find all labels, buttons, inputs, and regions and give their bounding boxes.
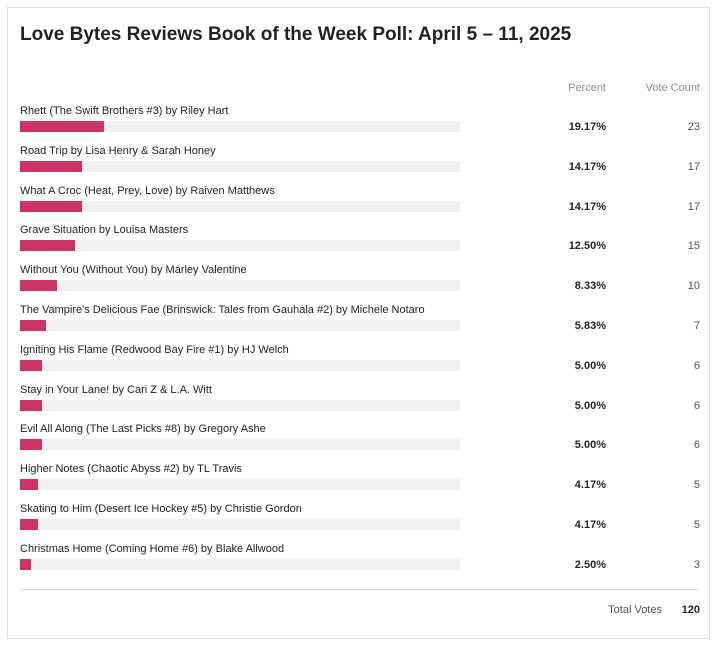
poll-vote-count: 15 [687, 240, 700, 253]
total-votes-value: 120 [681, 604, 700, 616]
poll-answer-row: Road Trip by Lisa Henry & Sarah Honey 14.… [8, 145, 711, 185]
poll-answer-label: Road Trip by Lisa Henry & Sarah Honey [20, 144, 216, 157]
poll-answer-row: Grave Situation by Louisa Masters 12.50% 1… [8, 224, 711, 264]
poll-bar [20, 200, 83, 212]
poll-bar [20, 479, 39, 491]
poll-bar [20, 439, 42, 451]
vote-count-column-header: Vote Count [645, 82, 700, 94]
poll-percent-value: 14.17% [568, 200, 606, 213]
poll-percent-value: 19.17% [568, 121, 606, 133]
poll-answer-label: Rhett (The Swift Brothers #3) by Riley H… [20, 105, 229, 117]
poll-percent-value: 14.17% [568, 160, 606, 173]
total-votes-label: Total Votes [608, 604, 662, 616]
poll-percent-value: 2.50% [574, 558, 606, 571]
poll-vote-count: 3 [693, 558, 700, 571]
poll-bar [20, 280, 57, 292]
poll-answer-label: Evil All Along (The Last Picks #8) by Gr… [20, 423, 266, 436]
poll-percent-value: 5.00% [574, 439, 606, 452]
poll-vote-count: 23 [687, 121, 700, 133]
poll-answer-label: Grave Situation by Louisa Masters [20, 224, 189, 237]
poll-percent-value: 4.17% [574, 519, 606, 531]
poll-vote-count: 6 [693, 439, 700, 452]
poll-results-card: Love Bytes Reviews Book of the Week Poll… [7, 7, 710, 639]
poll-answer-label: Igniting His Flame (Redwood Bay Fire #1)… [20, 343, 289, 356]
poll-vote-count: 6 [693, 399, 700, 412]
poll-bar [20, 558, 31, 570]
poll-vote-count: 7 [693, 320, 700, 332]
poll-answer-row: Skating to Him (Desert Ice Hockey #5) by… [8, 503, 711, 543]
poll-answer-label: What A Croc (Heat, Prey, Love) by Raiven… [20, 184, 275, 197]
poll-bar-track [20, 359, 460, 371]
poll-answer-row: Rhett (The Swift Brothers #3) by Riley H… [8, 105, 711, 145]
poll-bar-track [20, 240, 460, 252]
poll-vote-count: 17 [687, 200, 700, 213]
poll-answer-label: Without You (Without You) by Marley Vale… [20, 264, 247, 277]
poll-answer-row: Igniting His Flame (Redwood Bay Fire #1)… [8, 344, 711, 384]
poll-bar-track [20, 200, 460, 212]
poll-answer-row: What A Croc (Heat, Prey, Love) by Raiven… [8, 185, 711, 225]
percent-column-header: Percent [568, 82, 606, 94]
poll-vote-count: 5 [693, 479, 700, 492]
poll-answer-row: Christmas Home (Coming Home #6) by Blake… [8, 543, 711, 583]
poll-bar [20, 519, 39, 530]
poll-bar [20, 320, 46, 331]
poll-answer-label: Higher Notes (Chaotic Abyss #2) by TL Tr… [20, 463, 242, 476]
poll-bar [20, 240, 75, 252]
poll-answer-row: Stay in Your Lane! by Cari Z & L.A. Witt… [8, 384, 711, 424]
poll-percent-value: 8.33% [574, 280, 606, 293]
poll-vote-count: 6 [693, 359, 700, 372]
poll-percent-value: 4.17% [574, 479, 606, 492]
poll-answer-label: Skating to Him (Desert Ice Hockey #5) by… [20, 503, 302, 515]
poll-percent-value: 12.50% [568, 240, 606, 253]
poll-vote-count: 10 [687, 280, 700, 293]
poll-answer-label: The Vampire's Delicious Fae (Brinswick: … [20, 304, 425, 316]
poll-answer-row: Higher Notes (Chaotic Abyss #2) by TL Tr… [8, 463, 711, 503]
poll-answer-row: Evil All Along (The Last Picks #8) by Gr… [8, 423, 711, 463]
poll-title: Love Bytes Reviews Book of the Week Poll… [20, 24, 572, 45]
poll-answer-label: Christmas Home (Coming Home #6) by Blake… [20, 542, 285, 555]
poll-percent-value: 5.00% [574, 399, 606, 412]
poll-bar-track [20, 399, 460, 411]
poll-bar [20, 121, 105, 132]
poll-answer-row: The Vampire's Delicious Fae (Brinswick: … [8, 304, 711, 344]
poll-bar-track [20, 320, 460, 331]
poll-bar [20, 160, 83, 172]
poll-bar [20, 359, 42, 371]
poll-bar-track [20, 439, 460, 451]
poll-bar-track [20, 121, 460, 132]
poll-percent-value: 5.83% [574, 320, 606, 332]
poll-vote-count: 5 [693, 519, 700, 531]
poll-vote-count: 17 [687, 160, 700, 173]
poll-bar-track [20, 479, 460, 491]
poll-answer-row: Without You (Without You) by Marley Vale… [8, 264, 711, 304]
poll-bar-track [20, 558, 460, 570]
poll-answer-label: Stay in Your Lane! by Cari Z & L.A. Witt [20, 383, 212, 396]
poll-bar-track [20, 280, 460, 292]
poll-percent-value: 5.00% [574, 359, 606, 372]
poll-bar [20, 399, 42, 411]
poll-bar-track [20, 160, 460, 172]
divider [20, 589, 699, 590]
poll-bar-track [20, 519, 460, 530]
